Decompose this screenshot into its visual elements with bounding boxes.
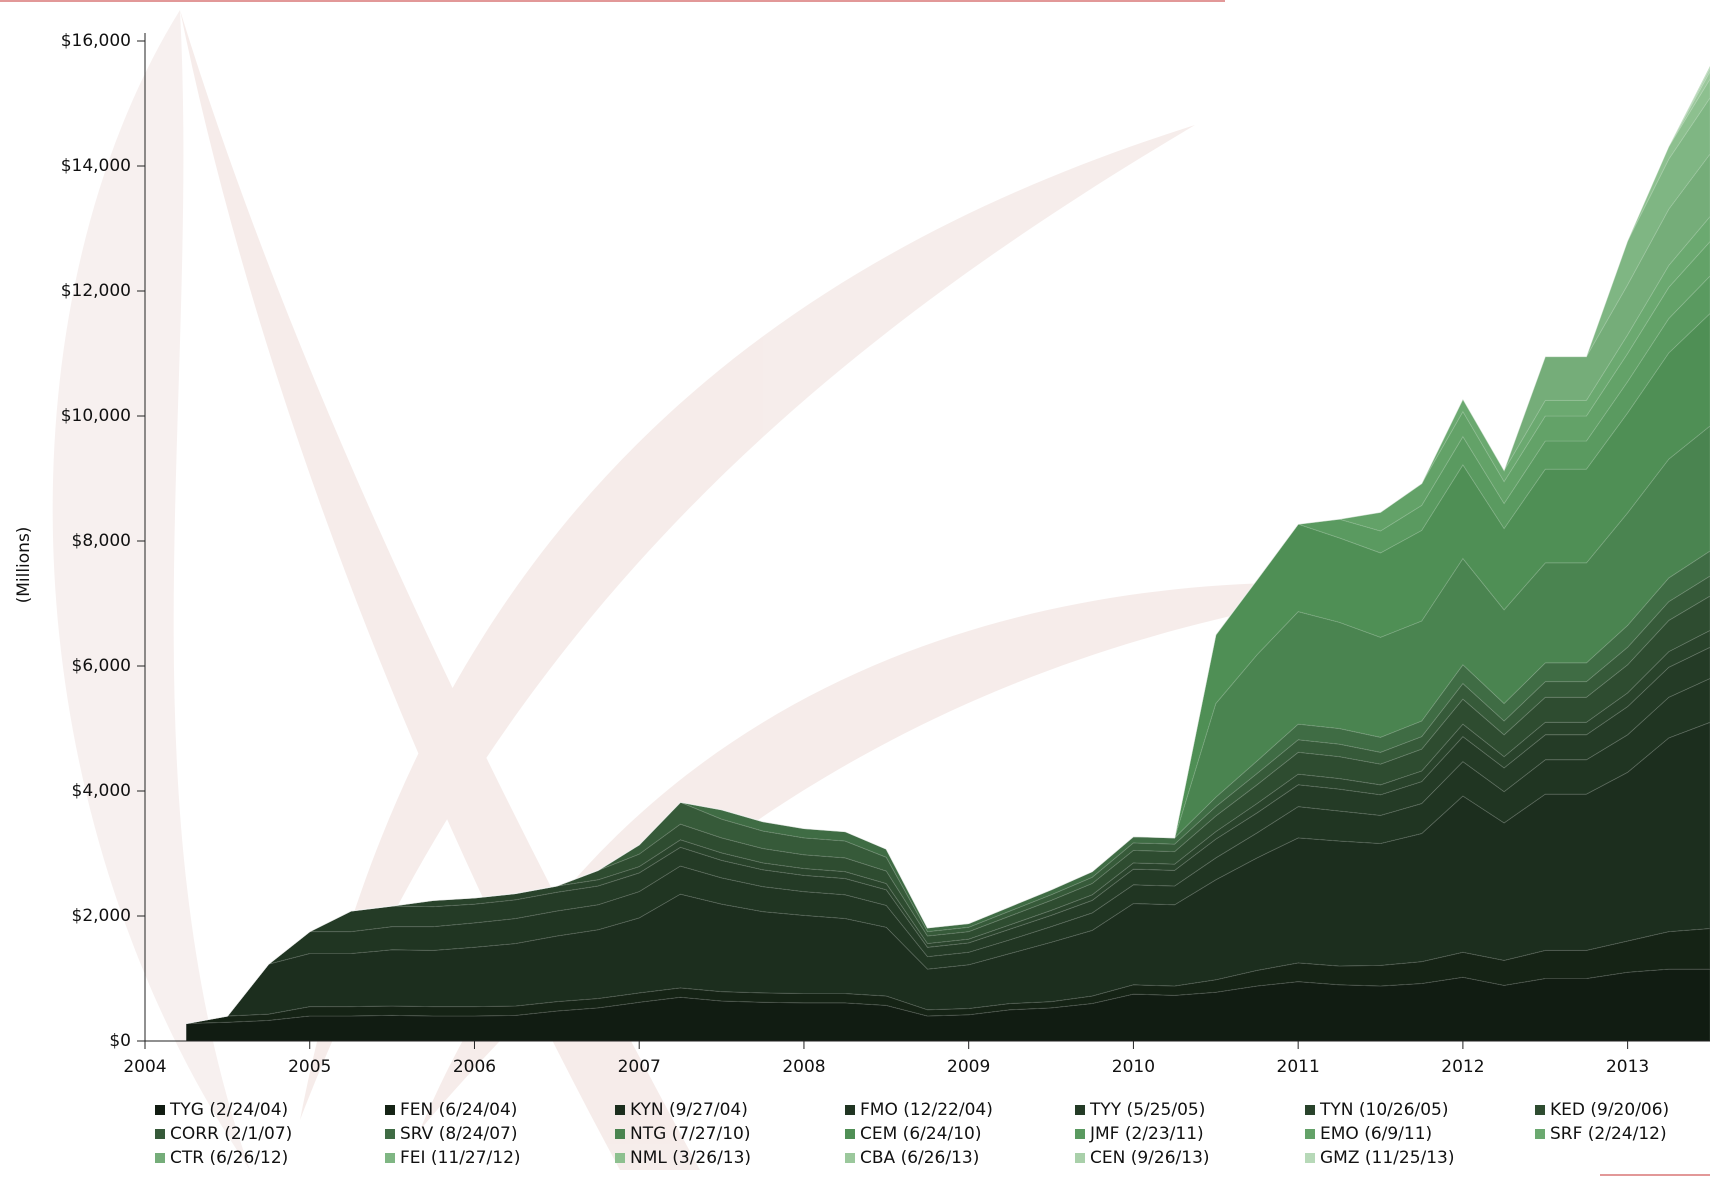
y-tick-label: $2,000 xyxy=(72,906,131,926)
area xyxy=(186,78,1710,1024)
x-tick-label: 2012 xyxy=(1441,1057,1484,1077)
area xyxy=(186,97,1710,1024)
legend-label: TYN (10/26/05) xyxy=(1319,1100,1449,1120)
y-axis-label: (Millions) xyxy=(14,527,34,604)
legend-swatch xyxy=(845,1129,855,1139)
legend-label: CTR (6/26/12) xyxy=(170,1148,288,1168)
legend-swatch xyxy=(385,1105,395,1115)
legend: TYG (2/24/04) FEN (6/24/04) KYN (9/27/04) F… xyxy=(155,1100,1669,1168)
legend-swatch xyxy=(155,1153,165,1163)
y-tick-label: $16,000 xyxy=(61,31,131,51)
x-tick-label: 2010 xyxy=(1112,1057,1155,1077)
legend-swatch xyxy=(615,1129,625,1139)
x-tick-label: 2008 xyxy=(782,1057,825,1077)
area xyxy=(186,65,1710,1024)
legend-label: KYN (9/27/04) xyxy=(630,1100,748,1120)
legend-label: SRV (8/24/07) xyxy=(400,1124,518,1144)
legend-label: SRF (2/24/12) xyxy=(1550,1124,1667,1144)
legend-label: FEI (11/27/12) xyxy=(400,1148,521,1168)
area xyxy=(186,550,1710,1024)
legend-label: GMZ (11/25/13) xyxy=(1320,1148,1455,1168)
legend-label: FEN (6/24/04) xyxy=(400,1100,517,1120)
legend-swatch xyxy=(845,1153,855,1163)
area xyxy=(186,240,1710,1024)
y-tick-label: $10,000 xyxy=(61,406,131,426)
legend-swatch xyxy=(385,1153,395,1163)
area xyxy=(186,215,1710,1024)
x-tick-label: 2011 xyxy=(1277,1057,1320,1077)
x-tick-label: 2005 xyxy=(288,1057,331,1077)
legend-label: CEM (6/24/10) xyxy=(860,1124,981,1144)
area xyxy=(186,67,1710,1024)
x-tick-label: 2009 xyxy=(947,1057,990,1077)
legend-swatch xyxy=(1305,1153,1315,1163)
legend-label: CORR (2/1/07) xyxy=(170,1124,292,1144)
legend-label: KED (9/20/06) xyxy=(1550,1100,1669,1120)
legend-label: TYG (2/24/04) xyxy=(169,1100,288,1120)
legend-swatch xyxy=(1075,1105,1085,1115)
y-tick-label: $0 xyxy=(109,1031,131,1051)
area xyxy=(186,312,1710,1024)
y-tick-label: $8,000 xyxy=(72,531,131,551)
area xyxy=(186,425,1710,1024)
legend-swatch xyxy=(385,1129,395,1139)
legend-swatch xyxy=(155,1129,165,1139)
legend-swatch xyxy=(1075,1129,1085,1139)
x-tick-label: 2006 xyxy=(453,1057,496,1077)
legend-swatch xyxy=(1535,1129,1545,1139)
area xyxy=(186,275,1710,1024)
area xyxy=(186,71,1710,1024)
y-tick-label: $4,000 xyxy=(72,781,131,801)
legend-label: FMO (12/22/04) xyxy=(860,1100,993,1120)
legend-label: NTG (7/27/10) xyxy=(630,1124,750,1144)
legend-label: JMF (2/23/11) xyxy=(1089,1124,1204,1144)
y-tick-label: $14,000 xyxy=(61,156,131,176)
legend-label: TYY (5/25/05) xyxy=(1089,1100,1205,1120)
legend-label: EMO (6/9/11) xyxy=(1320,1124,1432,1144)
legend-label: NML (3/26/13) xyxy=(630,1148,751,1168)
legend-swatch xyxy=(615,1153,625,1163)
area xyxy=(186,153,1710,1024)
legend-swatch xyxy=(1075,1153,1085,1163)
legend-swatch xyxy=(1305,1105,1315,1115)
x-tick-label: 2013 xyxy=(1606,1057,1649,1077)
legend-label: CBA (6/26/13) xyxy=(860,1148,979,1168)
y-tick-label: $12,000 xyxy=(61,281,131,301)
area xyxy=(186,575,1710,1024)
y-tick-label: $6,000 xyxy=(72,656,131,676)
legend-label: CEN (9/26/13) xyxy=(1090,1148,1210,1168)
legend-swatch xyxy=(1535,1105,1545,1115)
x-tick-label: 2004 xyxy=(123,1057,166,1077)
x-tick-label: 2007 xyxy=(618,1057,661,1077)
legend-swatch xyxy=(845,1105,855,1115)
legend-swatch xyxy=(1305,1129,1315,1139)
legend-swatch xyxy=(155,1105,165,1115)
legend-swatch xyxy=(615,1105,625,1115)
